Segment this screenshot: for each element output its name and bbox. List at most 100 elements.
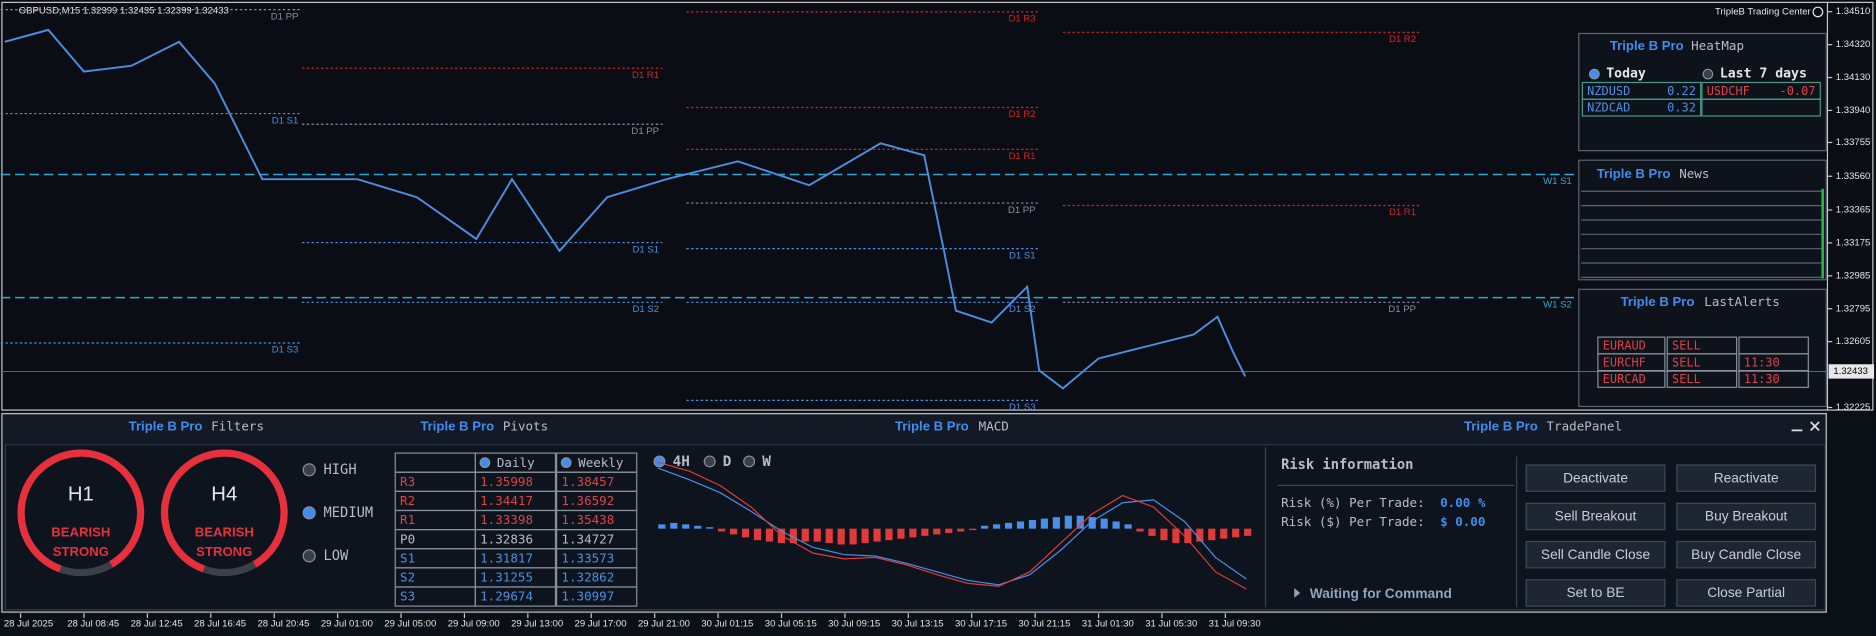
tab-label[interactable]: Last 7 days [1720, 67, 1807, 82]
current-price-label: 1.32433 [1833, 366, 1868, 377]
trade-button-label[interactable]: Sell Candle Close [1541, 547, 1651, 562]
macd-radio[interactable] [743, 455, 756, 468]
macd-timeframe[interactable]: 4H [673, 454, 690, 470]
pivot-level-label: D1 S1 [272, 115, 299, 126]
pivot-text: 1.32862 [561, 570, 614, 585]
macd-bar [729, 528, 738, 535]
risk-value: 0.00 % [1440, 495, 1486, 510]
macd-bar [718, 528, 726, 532]
heatmap-cell [1581, 98, 1702, 117]
x-tick-label: 29 Jul 21:00 [638, 619, 690, 630]
pivot-text: 1.31255 [480, 570, 533, 585]
panel-title: TradePanel [1547, 418, 1623, 433]
macd-line [658, 467, 1247, 586]
macd-bar [682, 524, 690, 529]
pivot-text: 1.34417 [480, 493, 533, 508]
macd-bar [753, 528, 762, 541]
y-tick-label: 1.33560 [1836, 171, 1871, 182]
pivot-text: S2 [400, 570, 415, 585]
filter-radio[interactable] [302, 506, 316, 520]
trade-button[interactable] [1676, 579, 1817, 607]
gauge-signal: STRONG [53, 544, 109, 559]
pivot-level-label: D1 S1 [1009, 250, 1036, 261]
tab-radio[interactable] [1702, 68, 1714, 80]
trade-button[interactable] [1525, 579, 1666, 607]
y-tick-label: 1.34130 [1836, 72, 1871, 83]
macd-bar [897, 528, 905, 539]
trade-button[interactable] [1525, 464, 1666, 492]
panel-title: LastAlerts [1704, 294, 1780, 309]
heatmap-value: 0.22 [1667, 84, 1696, 98]
x-tick-label: 30 Jul 01:15 [701, 619, 753, 630]
macd-bar [1184, 528, 1192, 544]
y-tick-label: 1.32605 [1836, 336, 1871, 347]
trade-button-label[interactable]: Buy Breakout [1705, 509, 1788, 524]
pivot-text: R2 [400, 493, 415, 508]
trade-button[interactable] [1525, 540, 1666, 569]
pivot-level-label: D1 PP [271, 11, 299, 22]
macd-radio[interactable] [653, 455, 666, 468]
trade-button[interactable] [1676, 464, 1817, 492]
filter-option[interactable]: MEDIUM [324, 505, 374, 521]
filter-radio[interactable] [302, 463, 316, 477]
pivot-radio[interactable] [479, 457, 491, 469]
trade-button[interactable] [1676, 540, 1817, 569]
y-tick-label: 1.34320 [1836, 39, 1871, 50]
pivot-text: 1.38457 [561, 474, 614, 489]
y-tick-label: 1.33755 [1836, 137, 1871, 148]
alert-text: EURAUD [1603, 339, 1646, 353]
tab-radio[interactable] [1588, 68, 1600, 80]
y-tick-label: 1.33940 [1836, 105, 1871, 116]
trade-button-label[interactable]: Close Partial [1707, 585, 1785, 600]
pivot-level-label: D1 R1 [632, 70, 659, 81]
pivot-text: S1 [400, 550, 415, 565]
macd-timeframe[interactable]: D [723, 454, 732, 470]
trade-button-label[interactable]: Buy Candle Close [1691, 547, 1801, 562]
macd-bar [1208, 528, 1216, 541]
trade-button-label[interactable]: Reactivate [1714, 470, 1779, 485]
x-tick-label: 29 Jul 09:00 [448, 619, 500, 630]
pivot-level-label: D1 S3 [1009, 402, 1036, 413]
macd-bar [1100, 518, 1108, 529]
macd-radio[interactable] [703, 455, 716, 468]
filter-option[interactable]: HIGH [324, 462, 357, 478]
gauge-timeframe: H1 [68, 483, 94, 505]
trade-button-label[interactable]: Set to BE [1567, 585, 1625, 600]
x-tick-label: 28 Jul 20:45 [257, 619, 309, 630]
heatmap-cell [1701, 98, 1821, 117]
trade-button[interactable] [1676, 502, 1817, 531]
status-icon [1294, 588, 1301, 598]
macd-line [658, 461, 1247, 590]
macd-bar [1040, 518, 1048, 529]
macd-timeframe[interactable]: W [762, 454, 771, 470]
macd-bar [789, 528, 797, 544]
pivot-text: 1.29674 [480, 589, 533, 604]
panel-brand: Triple B Pro [1464, 418, 1538, 433]
pivot-level-label: D1 R2 [1389, 34, 1416, 45]
macd-bar [1160, 528, 1168, 541]
pivot-text: S3 [400, 589, 415, 604]
macd-bar [825, 528, 833, 544]
y-tick-label: 1.32795 [1836, 303, 1871, 314]
trade-button-label[interactable]: Deactivate [1563, 470, 1628, 485]
macd-bar [1244, 528, 1252, 536]
filter-radio[interactable] [302, 549, 316, 563]
pivot-radio[interactable] [560, 457, 572, 469]
pivot-header-cell [394, 452, 476, 473]
pivot-text: 1.33573 [561, 550, 614, 565]
symbol-header: GBPUSD,M15 1.32399 1.32435 1.32399 1.324… [19, 5, 229, 16]
pivot-text: 1.31817 [480, 550, 533, 565]
macd-bar [1124, 524, 1132, 529]
tab-label[interactable]: Today [1606, 67, 1646, 82]
x-tick-label: 30 Jul 05:15 [765, 619, 817, 630]
close-button[interactable] [1810, 421, 1820, 432]
x-tick-label: 31 Jul 09:30 [1209, 619, 1261, 630]
macd-bar [861, 528, 869, 544]
pivot-text: 1.35438 [561, 512, 614, 527]
filter-option[interactable]: LOW [324, 548, 350, 564]
pivot-level-label: D1 R2 [1008, 109, 1035, 120]
trade-button-label[interactable]: Sell Breakout [1555, 509, 1637, 524]
gauge-signal: BEARISH [195, 525, 254, 540]
alert-cell [1597, 370, 1666, 388]
trade-button[interactable] [1525, 502, 1666, 531]
